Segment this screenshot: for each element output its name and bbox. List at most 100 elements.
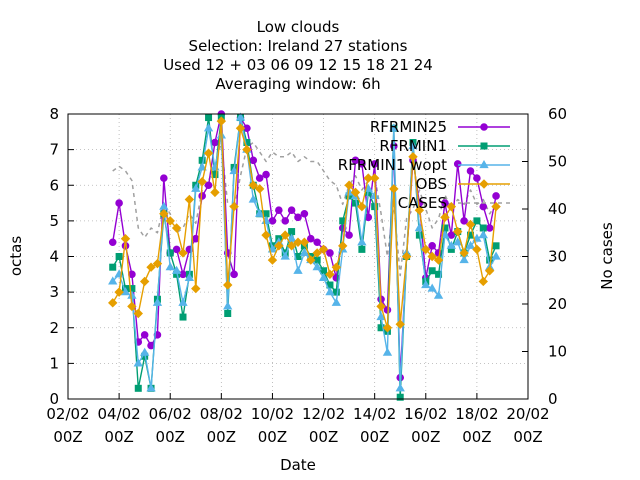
data-point xyxy=(280,230,290,240)
data-point xyxy=(229,165,239,175)
data-point xyxy=(229,201,239,212)
data-point xyxy=(160,174,168,182)
data-point xyxy=(382,323,393,333)
legend-marker-rfrmin1-wopt xyxy=(479,159,489,169)
y2-tick-label: 20 xyxy=(548,295,567,313)
data-point xyxy=(313,238,321,247)
data-point xyxy=(414,205,425,215)
data-point xyxy=(447,231,456,239)
data-point xyxy=(299,247,310,257)
data-point xyxy=(466,167,475,175)
data-point xyxy=(331,262,342,272)
y-tick-label: 0 xyxy=(49,390,59,408)
data-point xyxy=(428,242,436,250)
data-point xyxy=(178,297,188,306)
legend-marker-obs xyxy=(479,179,489,189)
data-point xyxy=(179,270,187,279)
data-point xyxy=(492,192,500,200)
y2-tick-label: 50 xyxy=(548,153,567,171)
data-point xyxy=(344,180,354,190)
data-point xyxy=(459,255,469,264)
data-point xyxy=(408,152,418,162)
data-point xyxy=(211,138,219,147)
data-point xyxy=(453,226,463,237)
x-tick-label: 00Z xyxy=(156,428,185,446)
data-point xyxy=(281,217,290,225)
data-point xyxy=(376,312,386,321)
data-point xyxy=(255,174,264,182)
data-point xyxy=(230,270,238,279)
data-point xyxy=(165,262,175,271)
data-point xyxy=(255,208,265,217)
y-tick-label: 4 xyxy=(49,248,59,266)
data-point xyxy=(332,288,340,296)
data-point xyxy=(210,187,220,198)
data-point xyxy=(204,181,213,190)
data-point xyxy=(478,276,488,287)
data-point xyxy=(184,194,195,205)
data-point xyxy=(152,258,163,269)
data-point xyxy=(358,160,366,168)
x-tick-label: 04/02 xyxy=(97,405,140,423)
x-tick-label: 20/02 xyxy=(506,405,549,423)
data-point xyxy=(396,393,404,401)
y-tick-label: 7 xyxy=(49,141,59,159)
data-point xyxy=(152,297,163,306)
x-tick-label: 00Z xyxy=(207,428,236,446)
x-tick-label: 08/02 xyxy=(200,405,243,423)
data-point xyxy=(435,270,443,278)
data-point xyxy=(108,276,118,285)
data-point xyxy=(134,384,142,392)
y-tick-label: 2 xyxy=(49,319,59,337)
x-tick-label: 12/02 xyxy=(302,405,345,423)
y-tick-label: 5 xyxy=(49,212,59,230)
data-point xyxy=(408,141,418,150)
data-point xyxy=(485,224,494,232)
data-point xyxy=(453,237,463,246)
y-axis-label: octas xyxy=(7,236,25,276)
data-point xyxy=(288,228,296,236)
data-point xyxy=(294,213,302,222)
data-point xyxy=(139,276,150,287)
data-point xyxy=(223,280,233,290)
y-tick-label: 3 xyxy=(49,283,59,301)
data-point xyxy=(465,240,476,249)
data-point xyxy=(338,241,348,251)
data-point xyxy=(179,313,187,321)
data-point xyxy=(363,173,373,183)
x-axis-label: Date xyxy=(280,456,316,474)
y2-tick-label: 30 xyxy=(548,248,567,266)
data-point xyxy=(465,219,476,230)
y2-tick-label: 60 xyxy=(548,105,567,123)
data-point xyxy=(433,255,444,265)
data-point xyxy=(453,160,462,168)
data-point xyxy=(248,180,258,190)
data-point xyxy=(242,144,252,155)
x-tick-label: 00Z xyxy=(104,428,133,446)
axis-ticks: 0 1 2 3 4 5 6 7 8 0 10 20 30 40 50 60 02/02 00Z 04/02 00Z 06… xyxy=(46,105,567,446)
data-point xyxy=(421,279,431,289)
title-line-2: Selection: Ireland 27 stations xyxy=(189,37,408,55)
data-point xyxy=(191,283,201,294)
data-point xyxy=(205,114,213,122)
data-point xyxy=(268,217,277,225)
data-point xyxy=(401,251,412,262)
y-tick-label: 1 xyxy=(49,354,59,372)
legend-marker-rfrmin1 xyxy=(480,142,488,150)
y2-tick-label: 40 xyxy=(548,200,567,218)
data-point xyxy=(127,301,137,312)
data-point xyxy=(459,248,469,258)
data-point xyxy=(114,287,124,297)
data-point xyxy=(300,209,309,218)
y2-tick-label: 10 xyxy=(548,343,567,361)
data-point xyxy=(369,173,380,183)
x-tick-label: 14/02 xyxy=(353,405,396,423)
data-point xyxy=(351,156,360,165)
legend-marker-rfrmin25 xyxy=(480,123,488,131)
data-point xyxy=(325,269,335,280)
title-line-4: Averaging window: 6h xyxy=(215,75,380,93)
data-point xyxy=(472,244,482,255)
grid xyxy=(68,114,528,399)
